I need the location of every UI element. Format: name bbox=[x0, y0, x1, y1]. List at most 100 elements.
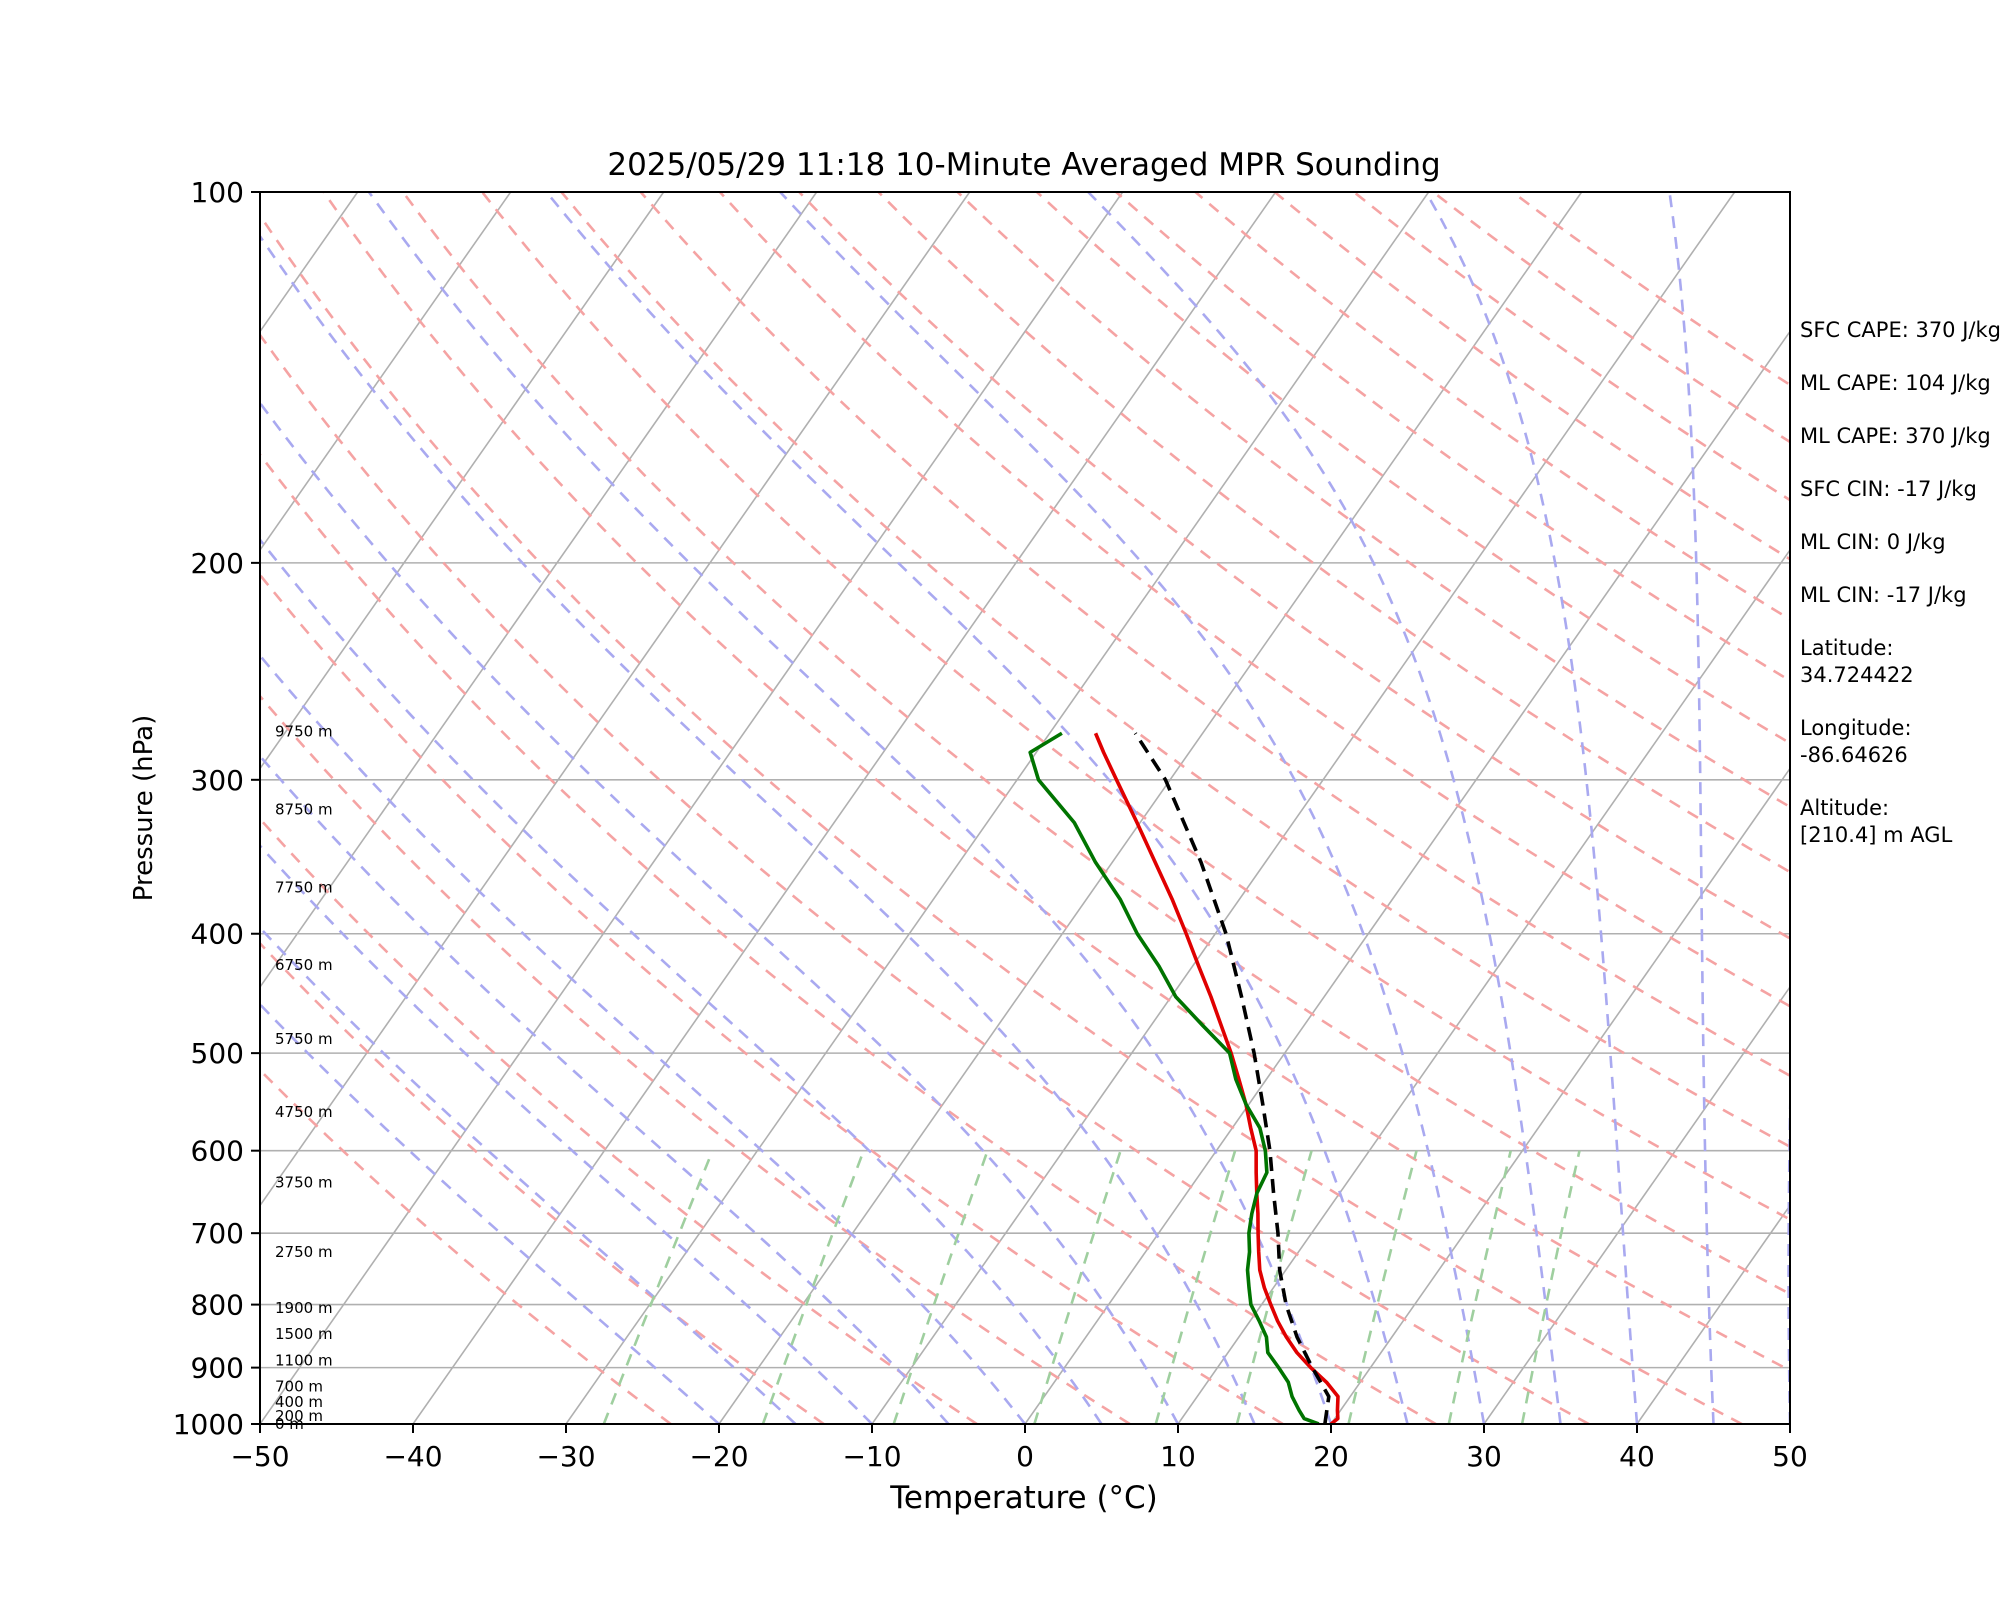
dry-adiabat bbox=[1273, 192, 1790, 561]
isotherm bbox=[412, 192, 1277, 1424]
background-lines bbox=[260, 192, 1790, 1424]
y-tick-label: 800 bbox=[191, 1289, 244, 1322]
moist-adiabat bbox=[260, 754, 950, 1424]
dry-adiabat bbox=[560, 192, 1790, 1149]
height-label: 3750 m bbox=[275, 1174, 333, 1192]
dry-adiabat bbox=[260, 1068, 672, 1424]
dry-adiabat bbox=[260, 694, 1131, 1424]
mixing-ratio-line bbox=[1235, 1150, 1313, 1424]
x-tick-label: 40 bbox=[1619, 1440, 1655, 1473]
isotherm bbox=[1483, 985, 1790, 1424]
isotherm bbox=[1177, 548, 1790, 1424]
annotation-line: [210.4] m AGL bbox=[1800, 823, 1953, 847]
isotherm bbox=[260, 192, 512, 552]
annotation-line: SFC CIN: -17 J/kg bbox=[1800, 477, 1977, 501]
annotation-line: SFC CAPE: 370 J/kg bbox=[1800, 318, 2000, 342]
isotherm-lines bbox=[260, 192, 1790, 1424]
height-label: 8750 m bbox=[275, 800, 333, 818]
y-tick-label: 600 bbox=[191, 1135, 244, 1168]
x-tick-label: 50 bbox=[1772, 1440, 1808, 1473]
moist-adiabat bbox=[260, 537, 1103, 1424]
isobar-grid bbox=[260, 562, 1790, 1369]
y-tick-label: 700 bbox=[191, 1217, 244, 1250]
mixing-ratio-line bbox=[602, 1150, 714, 1424]
moist-adiabat bbox=[1668, 192, 1715, 1424]
isotherm bbox=[260, 192, 1124, 1424]
moist-adiabat bbox=[260, 653, 1027, 1424]
y-axis-label: Pressure (hPa) bbox=[129, 715, 159, 902]
height-label: 1500 m bbox=[275, 1325, 333, 1343]
chart-title: 2025/05/29 11:18 10-Minute Averaged MPR … bbox=[607, 147, 1440, 183]
x-tick-label: −10 bbox=[842, 1440, 901, 1473]
height-label: 1100 m bbox=[275, 1351, 333, 1369]
height-label: 400 m bbox=[275, 1393, 323, 1411]
y-tick-label: 900 bbox=[191, 1352, 244, 1385]
dry-adiabat bbox=[260, 941, 825, 1424]
height-label: 4750 m bbox=[275, 1103, 333, 1121]
dry-adiabat bbox=[1353, 192, 1790, 502]
mixing-ratio-line bbox=[1347, 1150, 1418, 1424]
isotherm bbox=[1636, 1204, 1790, 1424]
height-label: 0 m bbox=[275, 1415, 304, 1433]
dry-adiabat-lines bbox=[260, 192, 1790, 1424]
x-tick-label: 30 bbox=[1466, 1440, 1502, 1473]
y-tick-label: 1000 bbox=[173, 1408, 244, 1441]
isotherm bbox=[260, 192, 665, 770]
isotherm bbox=[260, 192, 818, 989]
isotherm bbox=[565, 192, 1430, 1424]
isotherm bbox=[718, 192, 1583, 1424]
height-label: 7750 m bbox=[275, 879, 333, 897]
moist-adiabat bbox=[367, 192, 1333, 1424]
mixing-ratio-line bbox=[1033, 1150, 1122, 1424]
y-tick-label: 200 bbox=[191, 547, 244, 580]
mixing-ratio-line bbox=[1520, 1150, 1581, 1424]
dry-adiabat bbox=[401, 192, 1790, 1296]
annotation-line: ML CAPE: 370 J/kg bbox=[1800, 424, 1991, 448]
moist-adiabat bbox=[1424, 192, 1639, 1424]
x-tick-label: −30 bbox=[536, 1440, 595, 1473]
isotherm bbox=[1330, 767, 1790, 1424]
annotation-line: ML CAPE: 104 J/kg bbox=[1800, 371, 1991, 395]
x-tick-label: 10 bbox=[1160, 1440, 1196, 1473]
x-axis-label: Temperature (°C) bbox=[889, 1480, 1158, 1516]
moist-adiabat bbox=[1787, 1056, 1790, 1424]
mixing-ratio-lines bbox=[602, 1150, 1581, 1424]
x-tick-label: 0 bbox=[1016, 1440, 1034, 1473]
mixing-ratio-line bbox=[761, 1150, 865, 1424]
moist-adiabat bbox=[260, 1002, 720, 1424]
height-label: 6750 m bbox=[275, 956, 333, 974]
mixing-ratio-line bbox=[892, 1150, 989, 1424]
dry-adiabat bbox=[322, 192, 1790, 1372]
annotation-line: -86.64626 bbox=[1800, 743, 1908, 767]
mixing-ratio-line bbox=[1154, 1150, 1237, 1424]
annotation-line: 34.724422 bbox=[1800, 663, 1914, 687]
x-axis-ticks: −50 −40 −30 −20 −10 0 10 20 30 40 50 bbox=[230, 1424, 1808, 1473]
moist-adiabat bbox=[1087, 192, 1562, 1424]
dry-adiabat bbox=[798, 192, 1790, 940]
height-label: 700 m bbox=[275, 1377, 323, 1395]
x-tick-label: 20 bbox=[1313, 1440, 1349, 1473]
height-label: 5750 m bbox=[275, 1030, 333, 1048]
sounding-annotations: SFC CAPE: 370 J/kg ML CAPE: 104 J/kg ML CA… bbox=[1800, 318, 2000, 847]
height-label: 200 m bbox=[275, 1407, 323, 1425]
moist-adiabat bbox=[545, 192, 1409, 1424]
y-axis-ticks: 100 200 300 400 500 600 700 800 900 1000 bbox=[173, 176, 260, 1441]
dewpoint-profile bbox=[1028, 731, 1320, 1424]
x-tick-label: −40 bbox=[383, 1440, 442, 1473]
annotation-line: Longitude: bbox=[1800, 716, 1912, 740]
height-label: 1900 m bbox=[275, 1299, 333, 1317]
moist-adiabat bbox=[260, 233, 1256, 1424]
isotherm bbox=[1024, 330, 1790, 1424]
height-label: 2750 m bbox=[275, 1243, 333, 1261]
annotation-line: Altitude: bbox=[1800, 796, 1889, 820]
annotation-line: ML CIN: 0 J/kg bbox=[1800, 530, 1946, 554]
temperature-profile bbox=[1093, 732, 1340, 1424]
moist-adiabat bbox=[260, 400, 1180, 1424]
sounding-profiles bbox=[1028, 731, 1340, 1424]
moist-adiabat bbox=[260, 925, 797, 1424]
y-tick-label: 100 bbox=[191, 176, 244, 209]
moist-adiabat-lines bbox=[260, 192, 1790, 1424]
